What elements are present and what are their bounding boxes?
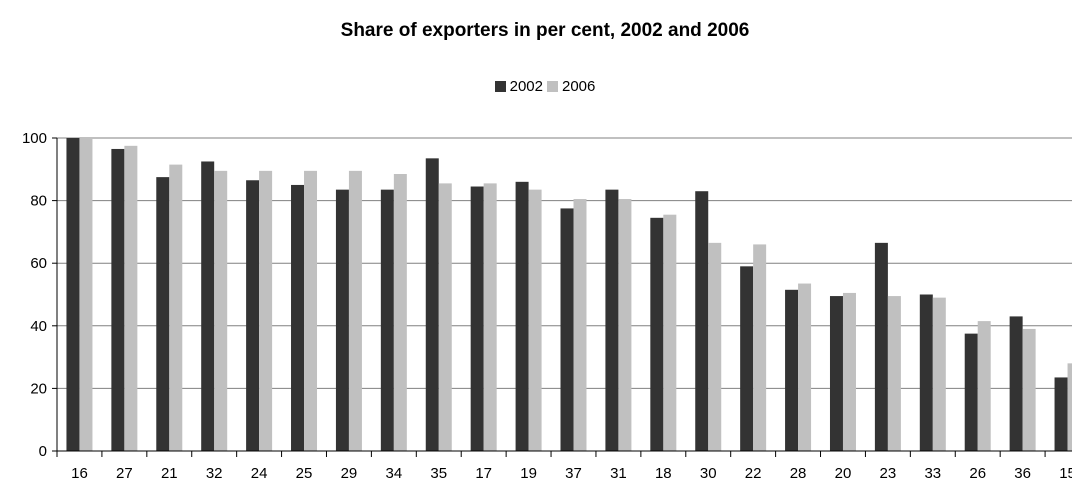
legend-item-2002: 2002: [494, 78, 543, 95]
bar-2002-33: [919, 294, 933, 451]
bar-2006-36: [1022, 328, 1036, 451]
bar-2002-35: [425, 158, 439, 451]
bar-2006-35: [438, 183, 452, 451]
x-tick-label-21: 21: [161, 465, 178, 482]
x-tick-label-16: 16: [71, 465, 88, 482]
bar-2002-27: [111, 148, 125, 451]
bar-2006-30: [708, 242, 722, 451]
bar-2002-21: [156, 177, 170, 451]
bar-2002-15: [1054, 377, 1068, 451]
bar-2006-29: [348, 170, 362, 452]
legend-label-2006: 2006: [562, 78, 596, 95]
y-tick-label-80: 80: [30, 193, 47, 210]
x-tick-label-32: 32: [206, 465, 223, 482]
bar-2006-23: [887, 296, 901, 451]
y-tick-label-20: 20: [30, 380, 47, 397]
bar-2006-22: [753, 244, 767, 451]
bar-2006-32: [214, 170, 228, 452]
x-tick-label-29: 29: [341, 465, 358, 482]
x-tick-label-23: 23: [880, 465, 897, 482]
bar-2002-23: [874, 242, 888, 451]
bar-2002-20: [829, 296, 843, 451]
x-tick-label-35: 35: [430, 465, 447, 482]
x-tick-label-26: 26: [969, 465, 986, 482]
x-tick-label-18: 18: [655, 465, 672, 482]
bar-2006-37: [573, 199, 587, 451]
bar-2006-27: [124, 145, 138, 451]
x-tick-label-22: 22: [745, 465, 762, 482]
bar-2002-32: [201, 161, 215, 451]
x-tick-label-19: 19: [520, 465, 537, 482]
bar-2006-33: [932, 297, 946, 451]
bar-2002-36: [1009, 316, 1023, 451]
bar-2006-18: [663, 214, 677, 451]
legend-item-2006: 2006: [547, 78, 595, 95]
bar-2006-19: [528, 189, 542, 451]
bar-2002-16: [66, 138, 80, 451]
bar-2002-17: [470, 186, 484, 451]
x-tick-label-15: 15: [1059, 465, 1072, 482]
y-tick-label-60: 60: [30, 255, 47, 272]
x-tick-label-36: 36: [1014, 465, 1031, 482]
bar-2002-19: [515, 181, 529, 451]
x-tick-label-17: 17: [475, 465, 492, 482]
legend-swatch-2006: [547, 81, 558, 92]
bar-2002-26: [964, 333, 978, 451]
bar-2006-17: [483, 183, 497, 451]
bar-2002-28: [785, 289, 799, 451]
x-tick-label-31: 31: [610, 465, 627, 482]
x-tick-label-25: 25: [296, 465, 313, 482]
x-tick-label-20: 20: [835, 465, 852, 482]
bar-2006-31: [618, 199, 632, 451]
legend-swatch-2002: [494, 81, 506, 92]
bar-2006-20: [842, 292, 856, 451]
bar-2006-16: [79, 138, 93, 451]
bar-2002-37: [560, 208, 574, 451]
bar-2002-34: [380, 189, 394, 451]
x-tick-label-28: 28: [790, 465, 807, 482]
bar-2006-15: [1067, 363, 1072, 451]
x-tick-label-27: 27: [116, 465, 133, 482]
bar-2006-34: [393, 173, 407, 451]
bar-2006-25: [304, 170, 318, 452]
x-tick-label-33: 33: [924, 465, 941, 482]
legend: 2002 2006: [0, 78, 1072, 95]
y-tick-label-40: 40: [30, 318, 47, 335]
bar-2002-30: [695, 191, 709, 451]
x-tick-label-30: 30: [700, 465, 717, 482]
bar-2002-22: [740, 266, 754, 451]
bar-2002-31: [605, 189, 619, 451]
legend-label-2002: 2002: [509, 78, 543, 95]
bar-2002-25: [291, 184, 305, 451]
bar-2006-26: [977, 321, 991, 451]
x-tick-label-37: 37: [565, 465, 582, 482]
bar-2006-28: [798, 283, 812, 451]
bar-2002-29: [335, 189, 349, 451]
x-tick-label-34: 34: [386, 465, 403, 482]
y-tick-label-100: 100: [22, 130, 47, 147]
bar-2006-24: [259, 170, 273, 452]
y-tick-label-0: 0: [39, 443, 47, 460]
bar-2002-24: [246, 180, 260, 451]
chart-title: Share of exporters in per cent, 2002 and…: [340, 20, 750, 41]
bar-2006-21: [169, 164, 183, 452]
x-tick-label-24: 24: [251, 465, 268, 482]
bar-2002-18: [650, 217, 664, 451]
